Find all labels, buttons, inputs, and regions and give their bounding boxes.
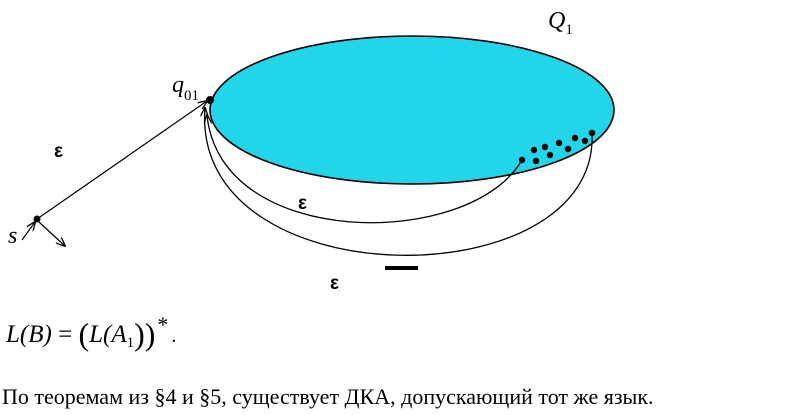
formula-inner-close: )) bbox=[134, 316, 156, 352]
epsilon-loop-inner bbox=[207, 115, 523, 224]
q1-label: Q1 bbox=[548, 8, 573, 38]
final-states-cluster bbox=[518, 129, 596, 165]
q01-label: q01 bbox=[172, 72, 199, 104]
language-formula: L(B) = (L(A1))*. bbox=[6, 312, 176, 353]
epsilon-transition-start bbox=[36, 101, 207, 220]
start-state-label: s bbox=[8, 223, 17, 249]
q1-state-set bbox=[209, 35, 615, 185]
formula-end: . bbox=[171, 325, 177, 347]
conclusion-text: По теоремам из §4 и §5, существует ДКА, … bbox=[2, 384, 654, 409]
epsilon-label-outer: ε bbox=[330, 273, 339, 294]
epsilon-label-start: ε bbox=[54, 141, 63, 162]
epsilon-label-inner: ε bbox=[298, 193, 307, 214]
formula-open-paren: ( bbox=[78, 316, 90, 352]
formula-star: * bbox=[157, 312, 169, 337]
start-exit-arrow bbox=[38, 221, 65, 246]
epsilon-loop-outer bbox=[205, 108, 593, 256]
initial-state-node bbox=[206, 96, 214, 104]
nfa-construction-diagram: Q1 q01 s ε ε ε bbox=[8, 8, 615, 294]
formula-inner-l: L(A bbox=[89, 321, 127, 348]
formula-inner-subscript: 1 bbox=[126, 335, 135, 351]
start-entry-arrow bbox=[21, 222, 35, 241]
formula-equals: = bbox=[58, 321, 73, 348]
formula-lhs: L(B) bbox=[6, 321, 52, 348]
